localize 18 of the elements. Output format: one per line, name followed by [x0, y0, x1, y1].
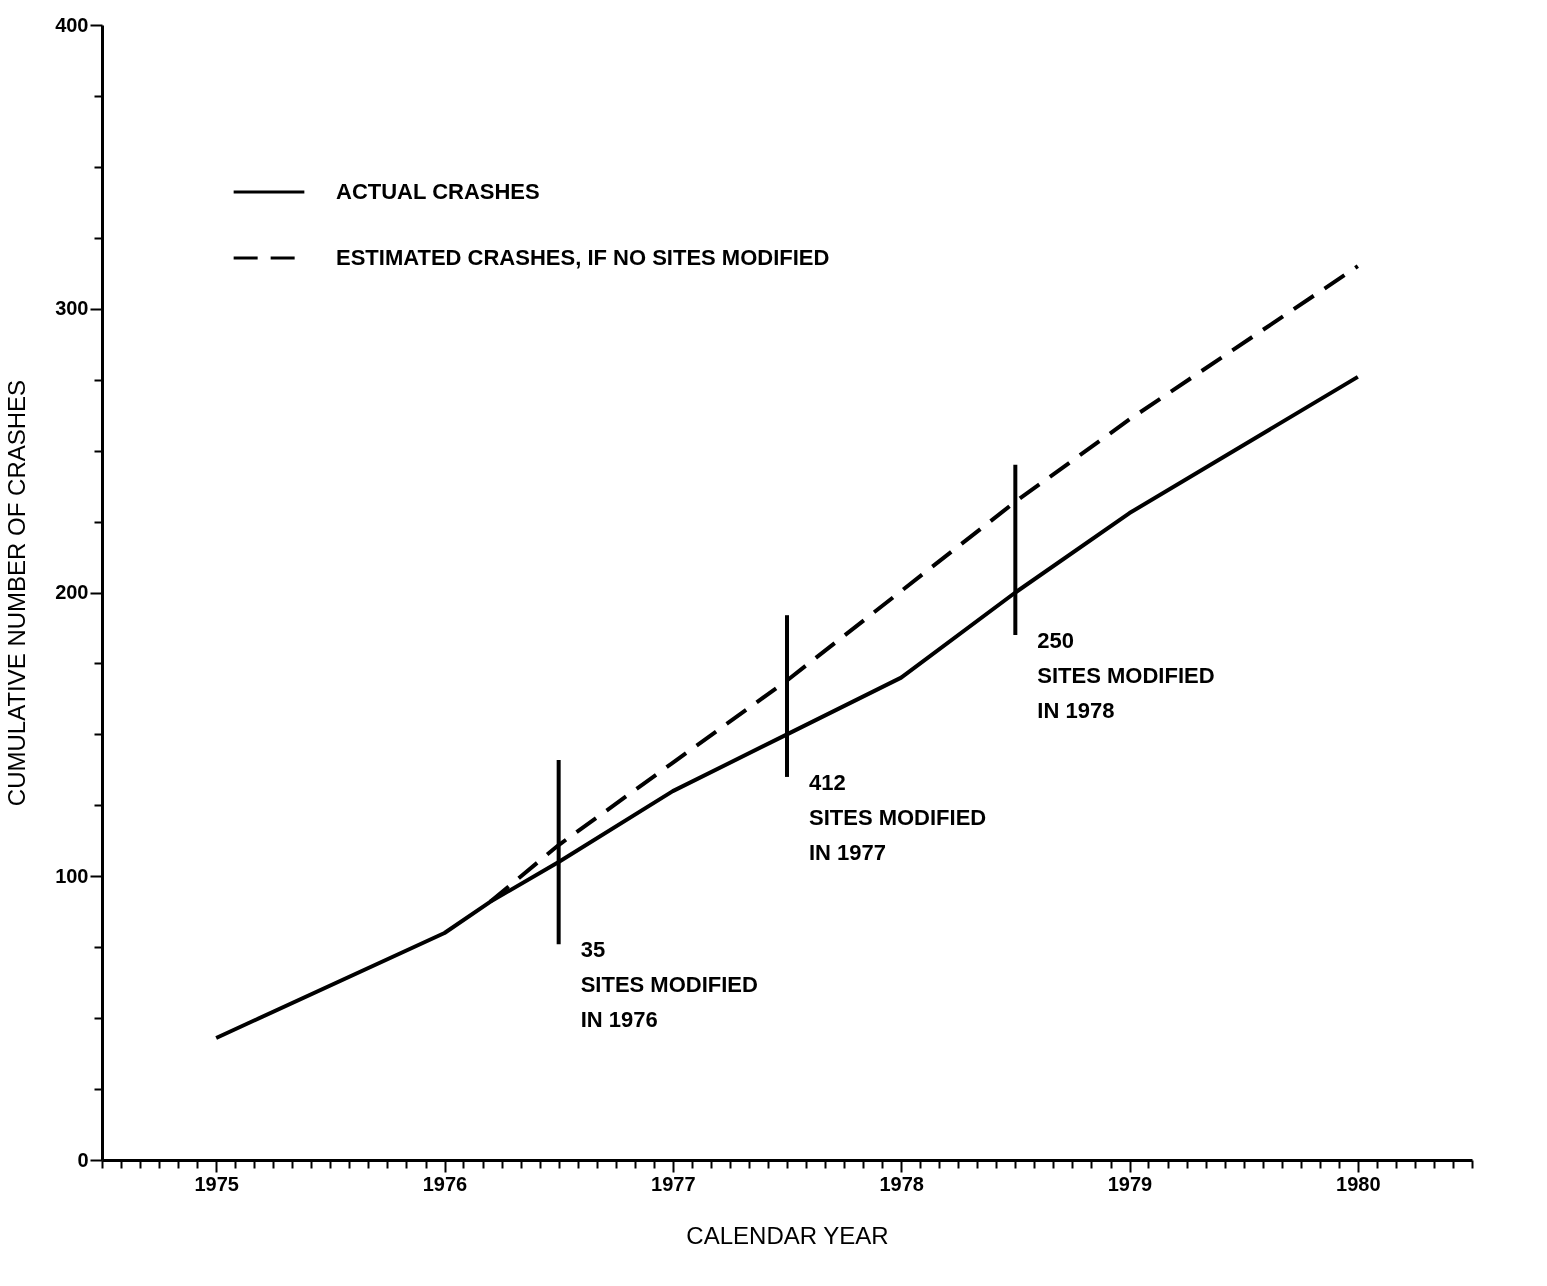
y-axis-title: CUMULATIVE NUMBER OF CRASHES — [3, 379, 31, 807]
x-tick-label: 1979 — [1107, 1172, 1153, 1195]
x-tick-label: 1978 — [879, 1172, 924, 1195]
y-tick-label: 200 — [55, 581, 89, 603]
legend-label: ACTUAL CRASHES — [336, 179, 540, 204]
legend-label: ESTIMATED CRASHES, IF NO SITES MODIFIED — [336, 245, 830, 270]
y-tick-label: 300 — [55, 297, 89, 320]
x-axis-title: CALENDAR YEAR — [686, 1221, 889, 1249]
x-tick-label: 1975 — [194, 1172, 239, 1195]
annotation: 250 SITES MODIFIED IN 1978 — [1037, 628, 1215, 724]
annotation: 412 SITES MODIFIED IN 1977 — [809, 769, 987, 865]
x-tick-label: 1976 — [422, 1172, 468, 1195]
x-tick-label: 1977 — [651, 1172, 696, 1195]
x-tick-label: 1980 — [1336, 1172, 1381, 1195]
y-tick-label: 0 — [77, 1148, 89, 1171]
y-tick-label: 100 — [55, 864, 89, 887]
y-tick-label: 400 — [55, 13, 89, 36]
annotation: 35 SITES MODIFIED IN 1976 — [580, 937, 758, 1033]
